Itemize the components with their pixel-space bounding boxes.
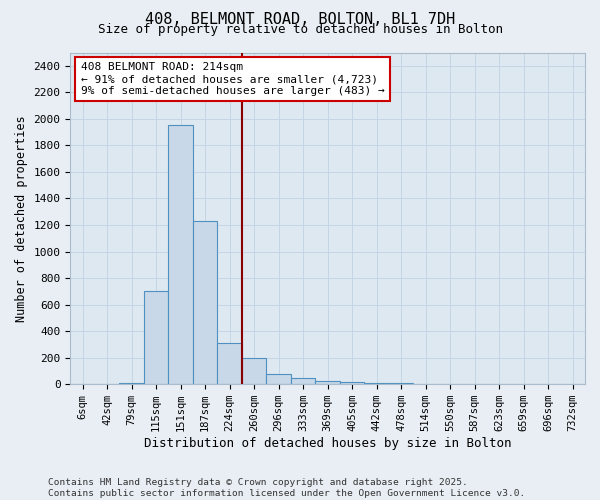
Bar xyxy=(291,378,316,384)
Bar xyxy=(144,292,169,384)
Text: 408 BELMONT ROAD: 214sqm
← 91% of detached houses are smaller (4,723)
9% of semi: 408 BELMONT ROAD: 214sqm ← 91% of detach… xyxy=(80,62,385,96)
Bar xyxy=(266,374,291,384)
Text: Size of property relative to detached houses in Bolton: Size of property relative to detached ho… xyxy=(97,22,503,36)
Bar xyxy=(193,221,217,384)
Bar xyxy=(169,126,193,384)
Bar xyxy=(340,382,364,384)
Text: Contains HM Land Registry data © Crown copyright and database right 2025.
Contai: Contains HM Land Registry data © Crown c… xyxy=(48,478,525,498)
Bar xyxy=(389,383,413,384)
Bar xyxy=(242,358,266,384)
Bar xyxy=(364,383,389,384)
Bar xyxy=(119,383,144,384)
Text: 408, BELMONT ROAD, BOLTON, BL1 7DH: 408, BELMONT ROAD, BOLTON, BL1 7DH xyxy=(145,12,455,28)
Y-axis label: Number of detached properties: Number of detached properties xyxy=(15,115,28,322)
X-axis label: Distribution of detached houses by size in Bolton: Distribution of detached houses by size … xyxy=(144,437,511,450)
Bar xyxy=(217,343,242,384)
Bar xyxy=(316,381,340,384)
